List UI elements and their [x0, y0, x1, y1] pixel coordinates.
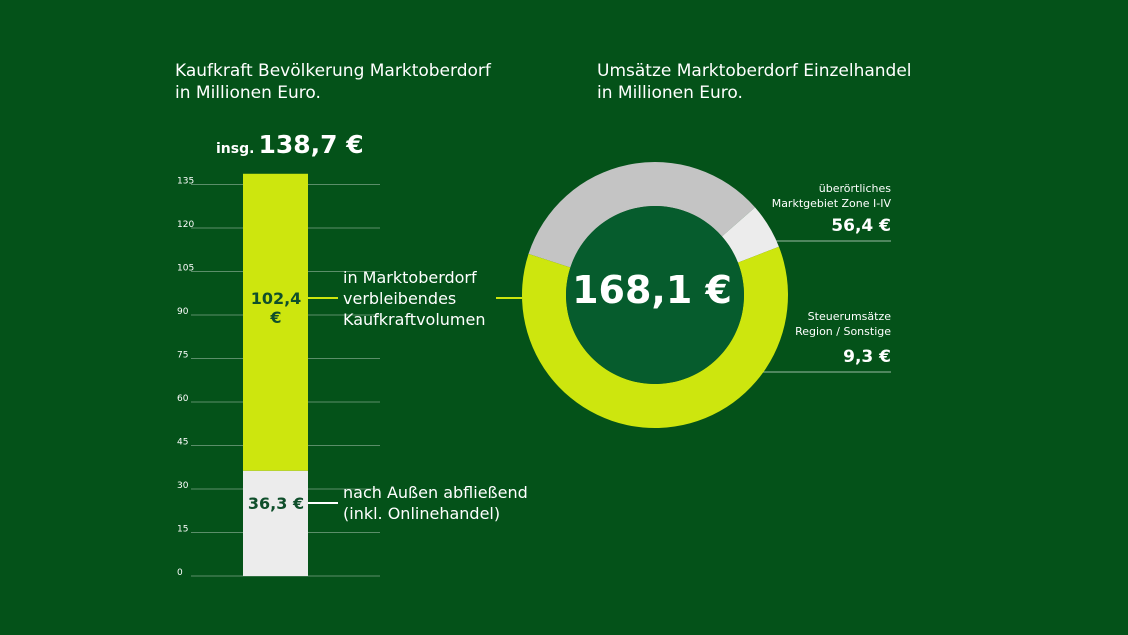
right-chart-title: Umsätze Marktoberdorf Einzelhandel in Mi… [597, 60, 912, 104]
bar-segment-top-label: 102,4 € [250, 289, 302, 327]
bar-total: insg. 138,7 € [216, 130, 364, 159]
y-tick-label: 135 [177, 177, 194, 187]
donut-center-value: 168,1 € [572, 268, 732, 312]
leader-lines [308, 240, 891, 504]
annotation-top-line3: Kaufkraftvolumen [343, 310, 486, 329]
y-tick-label: 105 [177, 264, 194, 274]
annotation-top-line1: in Marktoberdorf [343, 268, 477, 287]
bar-total-prefix: insg. [216, 141, 255, 157]
right-title-line1: Umsätze Marktoberdorf Einzelhandel [597, 61, 912, 81]
donut-value-zone: 56,4 € [831, 216, 891, 236]
donut-value-tax: 9,3 € [843, 347, 891, 367]
donut-label-zone-line1: überörtliches [818, 182, 891, 195]
annotation-top-line2: verbleibendes [343, 289, 457, 308]
donut-center [566, 206, 744, 384]
donut-label-zone-line2: Marktgebiet Zone I-IV [771, 197, 891, 210]
y-tick-label: 75 [177, 351, 188, 361]
y-tick-label: 15 [177, 525, 188, 535]
donut-label-tax-line2: Region / Sonstige [795, 325, 891, 338]
y-tick-label: 0 [177, 568, 183, 578]
bar-segment-remaining [243, 173, 308, 471]
y-tick-label: 90 [177, 307, 189, 317]
left-chart-title: Kaufkraft Bevölkerung Marktoberdorf in M… [175, 60, 491, 104]
donut-slice-tax [721, 207, 779, 263]
right-title-line2: in Millionen Euro. [597, 83, 743, 103]
donut-label-zone: überörtliches Marktgebiet Zone I-IV [772, 181, 891, 211]
annotation-top: in Marktoberdorf verbleibendes Kaufkraft… [343, 267, 485, 330]
left-title-line2: in Millionen Euro. [175, 83, 321, 103]
y-tick-label: 45 [177, 438, 188, 448]
bar-total-value: 138,7 € [258, 130, 364, 159]
bar-segment-bottom-label: 36,3 € [247, 494, 305, 513]
donut-chart [521, 161, 788, 428]
y-tick-label: 30 [177, 481, 189, 491]
donut-label-tax: Steuerumsätze Region / Sonstige [795, 309, 891, 339]
left-title-line1: Kaufkraft Bevölkerung Marktoberdorf [175, 61, 491, 81]
donut-label-tax-line1: Steuerumsätze [807, 310, 891, 323]
donut-slice-zone [528, 161, 756, 268]
donut-slice-local [521, 246, 788, 428]
y-tick-label: 60 [177, 394, 189, 404]
stacked-bar [243, 173, 308, 576]
y-tick-label: 120 [177, 220, 194, 230]
bar-segment-outflow [243, 470, 308, 576]
annotation-bottom-line2: (inkl. Onlinehandel) [343, 504, 501, 523]
annotation-bottom: nach Außen abfließend (inkl. Onlinehande… [343, 482, 528, 524]
annotation-bottom-line1: nach Außen abfließend [343, 483, 528, 502]
